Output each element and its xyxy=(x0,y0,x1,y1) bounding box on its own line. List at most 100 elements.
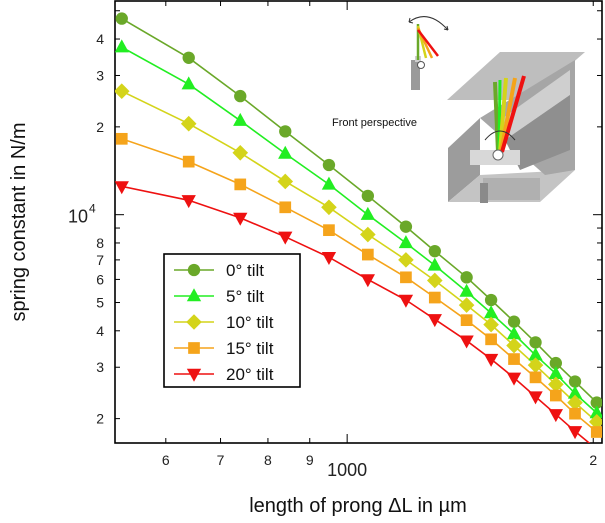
y-tick-exponent: 4 xyxy=(89,202,96,216)
data-point xyxy=(321,251,337,265)
y-tick-label: 2 xyxy=(96,119,104,135)
data-point xyxy=(427,314,442,328)
data-point xyxy=(588,414,602,430)
inset-caption: Front perspective xyxy=(332,117,417,129)
series-markers xyxy=(115,12,602,440)
data-point xyxy=(360,226,376,243)
data-point xyxy=(483,353,499,367)
data-point xyxy=(361,248,374,261)
data-point xyxy=(549,389,562,402)
data-point xyxy=(459,335,474,349)
data-point xyxy=(528,391,543,405)
data-point xyxy=(182,155,195,168)
data-point xyxy=(567,385,583,399)
data-point xyxy=(115,181,129,195)
data-point xyxy=(528,347,543,361)
y-tick-label: 4 xyxy=(96,31,104,47)
x-tick-label: 1000 xyxy=(327,460,367,480)
data-point xyxy=(279,201,292,214)
data-point xyxy=(529,336,542,349)
data-point xyxy=(321,176,337,190)
data-point xyxy=(234,178,247,191)
y-tick-label: 7 xyxy=(96,252,104,268)
x-tick-label: 9 xyxy=(306,452,314,468)
data-point xyxy=(569,407,581,420)
y-tick-label: 4 xyxy=(96,323,104,339)
legend-marker xyxy=(188,342,200,354)
data-point xyxy=(428,244,441,258)
y-tick-label: 3 xyxy=(96,359,104,375)
data-point xyxy=(399,220,413,233)
data-point xyxy=(181,76,196,90)
axis-ticks xyxy=(115,1,602,443)
data-point xyxy=(548,365,563,379)
data-point xyxy=(506,337,522,354)
x-axis-title: length of prong ΔL in µm xyxy=(249,495,467,517)
data-point xyxy=(590,426,602,438)
legend-label: 5° tilt xyxy=(226,287,264,306)
legend-box xyxy=(163,253,301,388)
data-point xyxy=(115,12,128,25)
data-point xyxy=(360,206,375,220)
data-point xyxy=(529,371,542,384)
data-point xyxy=(115,132,128,145)
data-point xyxy=(182,51,195,64)
data-point xyxy=(527,357,544,373)
y-tick-label: 10 xyxy=(68,207,88,227)
data-point xyxy=(460,314,473,327)
data-point xyxy=(321,199,337,216)
data-point xyxy=(181,195,196,209)
legend-label: 0° tilt xyxy=(226,261,264,280)
data-point xyxy=(568,375,582,388)
y-tick-label: 5 xyxy=(96,295,104,311)
data-point xyxy=(459,283,474,297)
data-point xyxy=(233,212,248,226)
data-point xyxy=(360,274,375,288)
legend-marker xyxy=(186,288,202,302)
data-point xyxy=(484,293,498,307)
data-point xyxy=(548,409,563,423)
inset-illustration: Front perspective xyxy=(332,16,585,203)
inset-3d-block xyxy=(447,52,585,203)
plot-frame xyxy=(114,0,603,444)
y-tick-label: 8 xyxy=(96,235,104,251)
data-point xyxy=(427,257,442,271)
data-point xyxy=(428,291,441,304)
y-tick-label: 2 xyxy=(96,411,104,427)
data-point xyxy=(398,252,414,268)
data-point xyxy=(277,173,294,190)
data-point xyxy=(361,189,375,203)
legend-marker xyxy=(186,314,202,330)
data-point xyxy=(506,372,522,386)
data-point xyxy=(460,271,473,284)
x-tick-label: 8 xyxy=(264,452,272,468)
data-point xyxy=(485,333,497,346)
data-point xyxy=(567,394,583,411)
data-point xyxy=(322,158,336,172)
data-point xyxy=(180,115,197,132)
data-point xyxy=(507,315,521,328)
data-point xyxy=(483,316,499,333)
data-point xyxy=(398,294,414,308)
data-point xyxy=(398,235,414,249)
x-tick-label: 6 xyxy=(162,452,170,468)
data-point xyxy=(548,376,564,393)
inset-small-sketch xyxy=(408,16,449,90)
data-point xyxy=(279,125,292,138)
data-point xyxy=(506,326,522,340)
x-tick-label: 7 xyxy=(217,452,225,468)
data-point xyxy=(483,305,499,319)
legend-label: 10° tilt xyxy=(226,313,274,332)
data-point xyxy=(234,89,247,103)
x-tick-label: 2 xyxy=(589,452,597,468)
data-point xyxy=(567,426,583,440)
data-point xyxy=(426,272,443,289)
data-point xyxy=(232,144,249,161)
data-point xyxy=(278,145,293,159)
legend: 0° tilt 5° tilt 10° tilt 15° tilt 20° tilt xyxy=(163,253,301,388)
y-tick-label: 3 xyxy=(96,67,104,83)
data-point xyxy=(115,83,130,99)
data-point xyxy=(590,396,602,409)
data-point xyxy=(278,231,293,245)
